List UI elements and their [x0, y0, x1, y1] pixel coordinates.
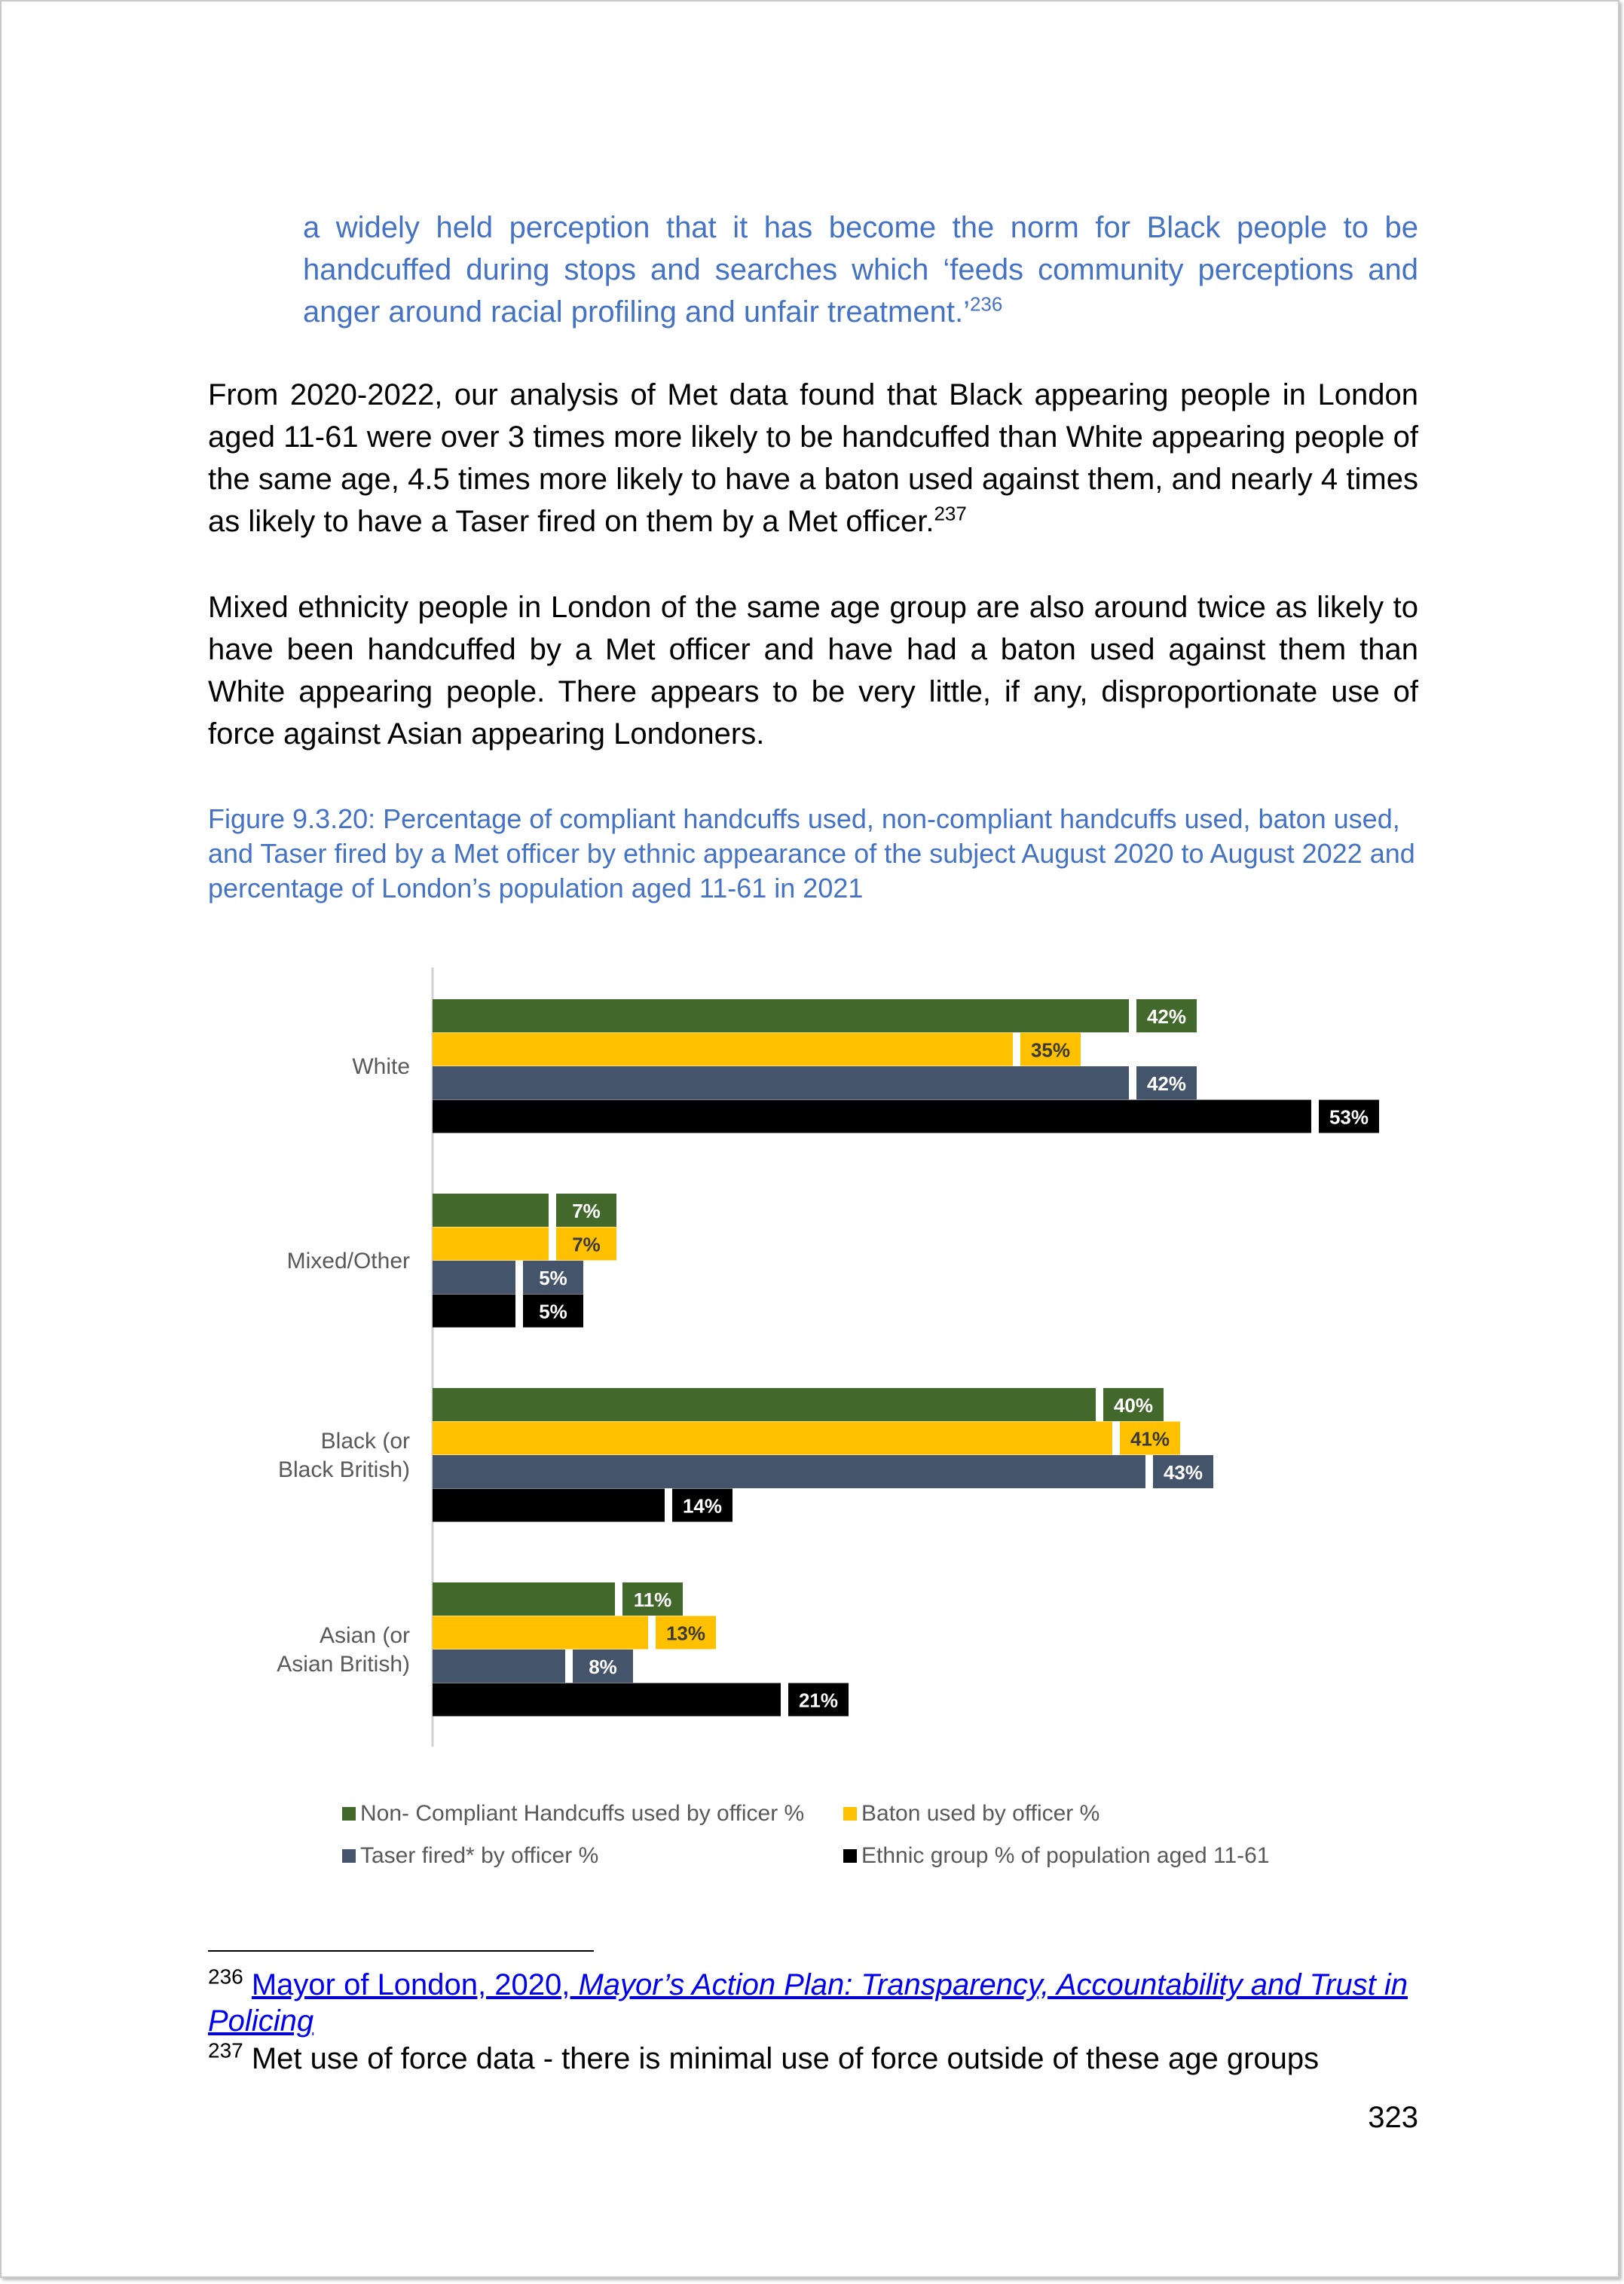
- data-label-box: [573, 1650, 633, 1683]
- legend-item-taser: Taser fired* by officer %: [342, 1843, 598, 1869]
- legend-item-baton: Baton used by officer %: [843, 1801, 1099, 1827]
- footnote-236-link-italic: Mayor’s Action Plan: Transparency, Accou…: [208, 1968, 1408, 2038]
- legend-label-handcuffs: Non- Compliant Handcuffs used by officer…: [360, 1801, 805, 1826]
- paragraph-1-text: From 2020-2022, our analysis of Met data…: [208, 378, 1418, 538]
- block-quote: a widely held perception that it has bec…: [303, 206, 1418, 333]
- bar: [433, 1032, 1013, 1066]
- legend-label-population: Ethnic group % of population aged 11-61: [861, 1843, 1270, 1868]
- bar: [433, 1455, 1145, 1488]
- data-label: 35%: [1031, 1039, 1070, 1062]
- data-label: 7%: [572, 1200, 601, 1222]
- data-label: 21%: [799, 1689, 838, 1712]
- bar: [433, 1294, 515, 1328]
- footnote-236-link[interactable]: Mayor of London, 2020, Mayor’s Action Pl…: [208, 1968, 1408, 2038]
- figure-caption: Figure 9.3.20: Percentage of compliant h…: [208, 803, 1415, 904]
- legend-label-baton: Baton used by officer %: [861, 1801, 1100, 1826]
- data-label-box: [672, 1488, 732, 1522]
- category-label: White: [352, 1054, 410, 1079]
- data-label: 53%: [1329, 1106, 1369, 1129]
- bar: [433, 1388, 1096, 1421]
- legend-swatch-population: [843, 1849, 857, 1863]
- data-label: 14%: [683, 1495, 722, 1518]
- bar: [433, 1488, 665, 1522]
- data-label-box: [1103, 1388, 1164, 1421]
- data-label: 5%: [539, 1267, 567, 1289]
- data-label: 40%: [1114, 1394, 1153, 1417]
- legend-item-population: Ethnic group % of population aged 11-61: [843, 1843, 1270, 1869]
- category-label: Black (or Black British): [278, 1429, 410, 1482]
- footnote-number-237: 237: [208, 2038, 243, 2062]
- data-label: 41%: [1130, 1428, 1170, 1451]
- legend-swatch-handcuffs: [342, 1807, 356, 1821]
- data-label-box: [656, 1616, 716, 1650]
- data-label-box: [788, 1683, 849, 1717]
- footnote-number-236: 236: [208, 1964, 243, 1989]
- data-label-box: [523, 1294, 583, 1328]
- data-label: 43%: [1164, 1461, 1203, 1484]
- legend-label-taser: Taser fired* by officer %: [360, 1843, 599, 1868]
- data-label-box: [1136, 999, 1197, 1032]
- footnote-237: 237 Met use of force data - there is min…: [208, 2038, 1429, 2077]
- data-label: 7%: [572, 1234, 601, 1256]
- bar: [433, 1227, 549, 1261]
- data-label-box: [622, 1582, 683, 1616]
- quote-text: a widely held perception that it has bec…: [303, 211, 1418, 329]
- data-label-box: [1120, 1421, 1180, 1455]
- bar: [433, 1616, 648, 1650]
- footnote-ref-236[interactable]: 236: [969, 292, 1003, 316]
- bar: [433, 1650, 565, 1683]
- paragraph-1: From 2020-2022, our analysis of Met data…: [208, 374, 1418, 543]
- data-label-box: [1136, 1066, 1197, 1099]
- data-label-box: [1319, 1099, 1379, 1133]
- bar: [433, 999, 1129, 1032]
- footnote-236-link-plain: Mayor of London, 2020,: [251, 1968, 579, 2001]
- data-label: 13%: [666, 1622, 705, 1645]
- category-label: Asian (or Asian British): [277, 1623, 410, 1677]
- paragraph-2-text: Mixed ethnicity people in London of the …: [208, 591, 1418, 751]
- data-label: 11%: [634, 1588, 672, 1611]
- footnote-separator: [208, 1950, 594, 1952]
- category-label: Mixed/Other: [287, 1249, 410, 1273]
- footnote-ref-237[interactable]: 237: [934, 502, 967, 525]
- bar: [433, 1421, 1112, 1455]
- bar: [433, 1582, 615, 1616]
- data-label: 42%: [1147, 1072, 1186, 1095]
- data-label: 42%: [1147, 1005, 1186, 1028]
- data-label-box: [556, 1194, 616, 1227]
- paragraph-2: Mixed ethnicity people in London of the …: [208, 586, 1418, 755]
- bar: [433, 1683, 781, 1717]
- legend-swatch-taser: [342, 1849, 356, 1863]
- data-label: 8%: [589, 1656, 617, 1678]
- bar: [433, 1099, 1311, 1133]
- page-number: 323: [1368, 2101, 1418, 2134]
- legend-item-handcuffs: Non- Compliant Handcuffs used by officer…: [342, 1801, 804, 1827]
- data-label-box: [1153, 1455, 1213, 1488]
- data-label-box: [1020, 1032, 1081, 1066]
- footnote-236: 236 Mayor of London, 2020, Mayor’s Actio…: [208, 1964, 1429, 2039]
- footnote-237-text: Met use of force data - there is minimal…: [251, 2042, 1320, 2075]
- bar: [433, 1194, 549, 1227]
- data-label: 5%: [539, 1301, 567, 1323]
- legend-swatch-baton: [843, 1807, 857, 1821]
- data-label-box: [556, 1227, 616, 1261]
- bar: [433, 1066, 1129, 1099]
- bar: [433, 1261, 515, 1294]
- data-label-box: [523, 1261, 583, 1294]
